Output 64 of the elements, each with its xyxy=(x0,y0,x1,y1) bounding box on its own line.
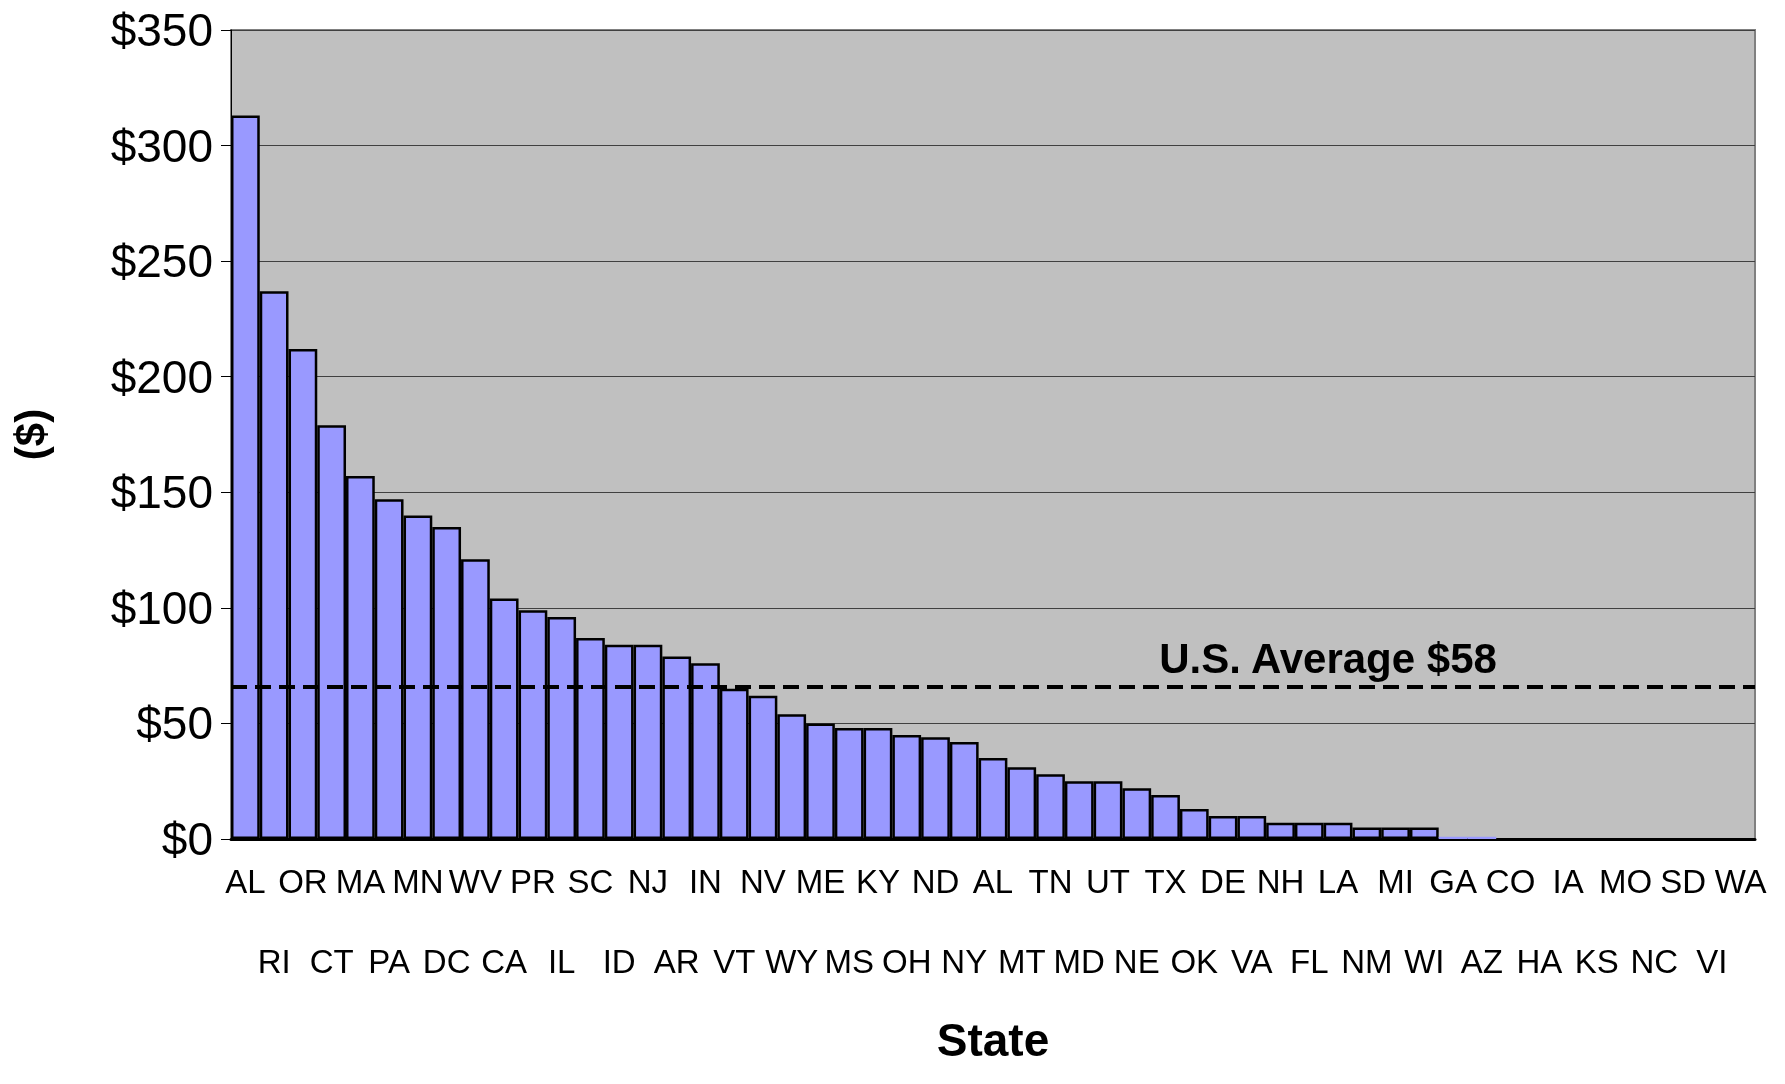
x-tick-label: IL xyxy=(547,942,576,980)
y-tick-label: $300 xyxy=(110,119,213,172)
x-tick-label: MD xyxy=(1053,942,1105,980)
x-tick-label: MN xyxy=(392,862,444,900)
x-tick-label: CT xyxy=(309,942,354,980)
x-tick-label: WI xyxy=(1404,942,1445,980)
y-axis-title: ($) xyxy=(6,408,54,461)
x-tick-label: CO xyxy=(1485,862,1536,900)
x-tick-label: MS xyxy=(824,942,874,980)
x-tick-label: CA xyxy=(481,942,528,980)
x-tick-label: ID xyxy=(602,942,636,980)
ref-line-label: U.S. Average $58 xyxy=(1159,634,1497,682)
x-tick-label: IA xyxy=(1552,862,1584,900)
x-tick-label: HA xyxy=(1516,942,1563,980)
x-tick-label: DC xyxy=(422,942,471,980)
y-tick-label: $0 xyxy=(161,813,213,865)
x-tick-label: TX xyxy=(1144,862,1187,900)
x-tick-label: AZ xyxy=(1460,942,1503,980)
x-tick-label: VA xyxy=(1231,942,1273,980)
x-tick-label: NH xyxy=(1256,862,1305,900)
x-tick-label: MA xyxy=(335,862,386,900)
x-axis-title: State xyxy=(936,1014,1050,1066)
x-tick-label: OK xyxy=(1170,942,1219,980)
x-tick-label: GA xyxy=(1429,862,1477,900)
x-tick-label: AL xyxy=(225,862,266,900)
y-tick-label: $50 xyxy=(136,697,213,750)
x-tick-label: WV xyxy=(448,862,502,900)
x-tick-label: SC xyxy=(567,862,614,900)
x-tick-label: WY xyxy=(765,942,819,980)
x-tick-label: ND xyxy=(911,862,960,900)
y-tick-label: $150 xyxy=(110,466,213,519)
x-tick-label: AL xyxy=(972,862,1014,900)
x-tick-label: RI xyxy=(257,942,291,980)
x-tick-label: LA xyxy=(1317,862,1359,900)
y-tick-label: $200 xyxy=(110,350,213,403)
y-tick-label: $250 xyxy=(110,235,213,288)
x-tick-label: NJ xyxy=(627,862,669,900)
x-tick-label: SD xyxy=(1660,862,1707,900)
x-tick-label: PA xyxy=(368,942,410,980)
x-tick-label: VI xyxy=(1696,942,1728,980)
x-tick-label: NE xyxy=(1113,942,1160,980)
x-tick-label: TN xyxy=(1028,862,1073,900)
x-tick-label: NY xyxy=(941,942,988,980)
x-tick-label: OH xyxy=(881,942,932,980)
x-tick-label: MT xyxy=(997,942,1046,980)
x-tick-label: PR xyxy=(510,862,556,900)
x-tick-label: AR xyxy=(653,942,700,980)
y-tick-label: $350 xyxy=(110,4,213,56)
x-tick-label: NV xyxy=(740,862,786,900)
y-tick-label: $100 xyxy=(110,581,213,634)
x-tick-label: KY xyxy=(855,862,900,900)
x-tick-label: KS xyxy=(1574,942,1619,980)
x-tick-label: WA xyxy=(1714,862,1767,900)
x-tick-label: MI xyxy=(1377,862,1414,900)
x-tick-label: DE xyxy=(1200,862,1246,900)
x-tick-label: ME xyxy=(795,862,846,900)
x-tick-label: IN xyxy=(688,862,722,900)
x-tick-label: NM xyxy=(1341,942,1393,980)
x-tick-label: VT xyxy=(713,942,756,980)
x-tick-label: NC xyxy=(1630,942,1679,980)
x-tick-label: FL xyxy=(1290,942,1329,980)
x-tick-label: OR xyxy=(278,862,328,900)
x-tick-label: MO xyxy=(1599,862,1653,900)
x-tick-label: UT xyxy=(1086,862,1131,900)
